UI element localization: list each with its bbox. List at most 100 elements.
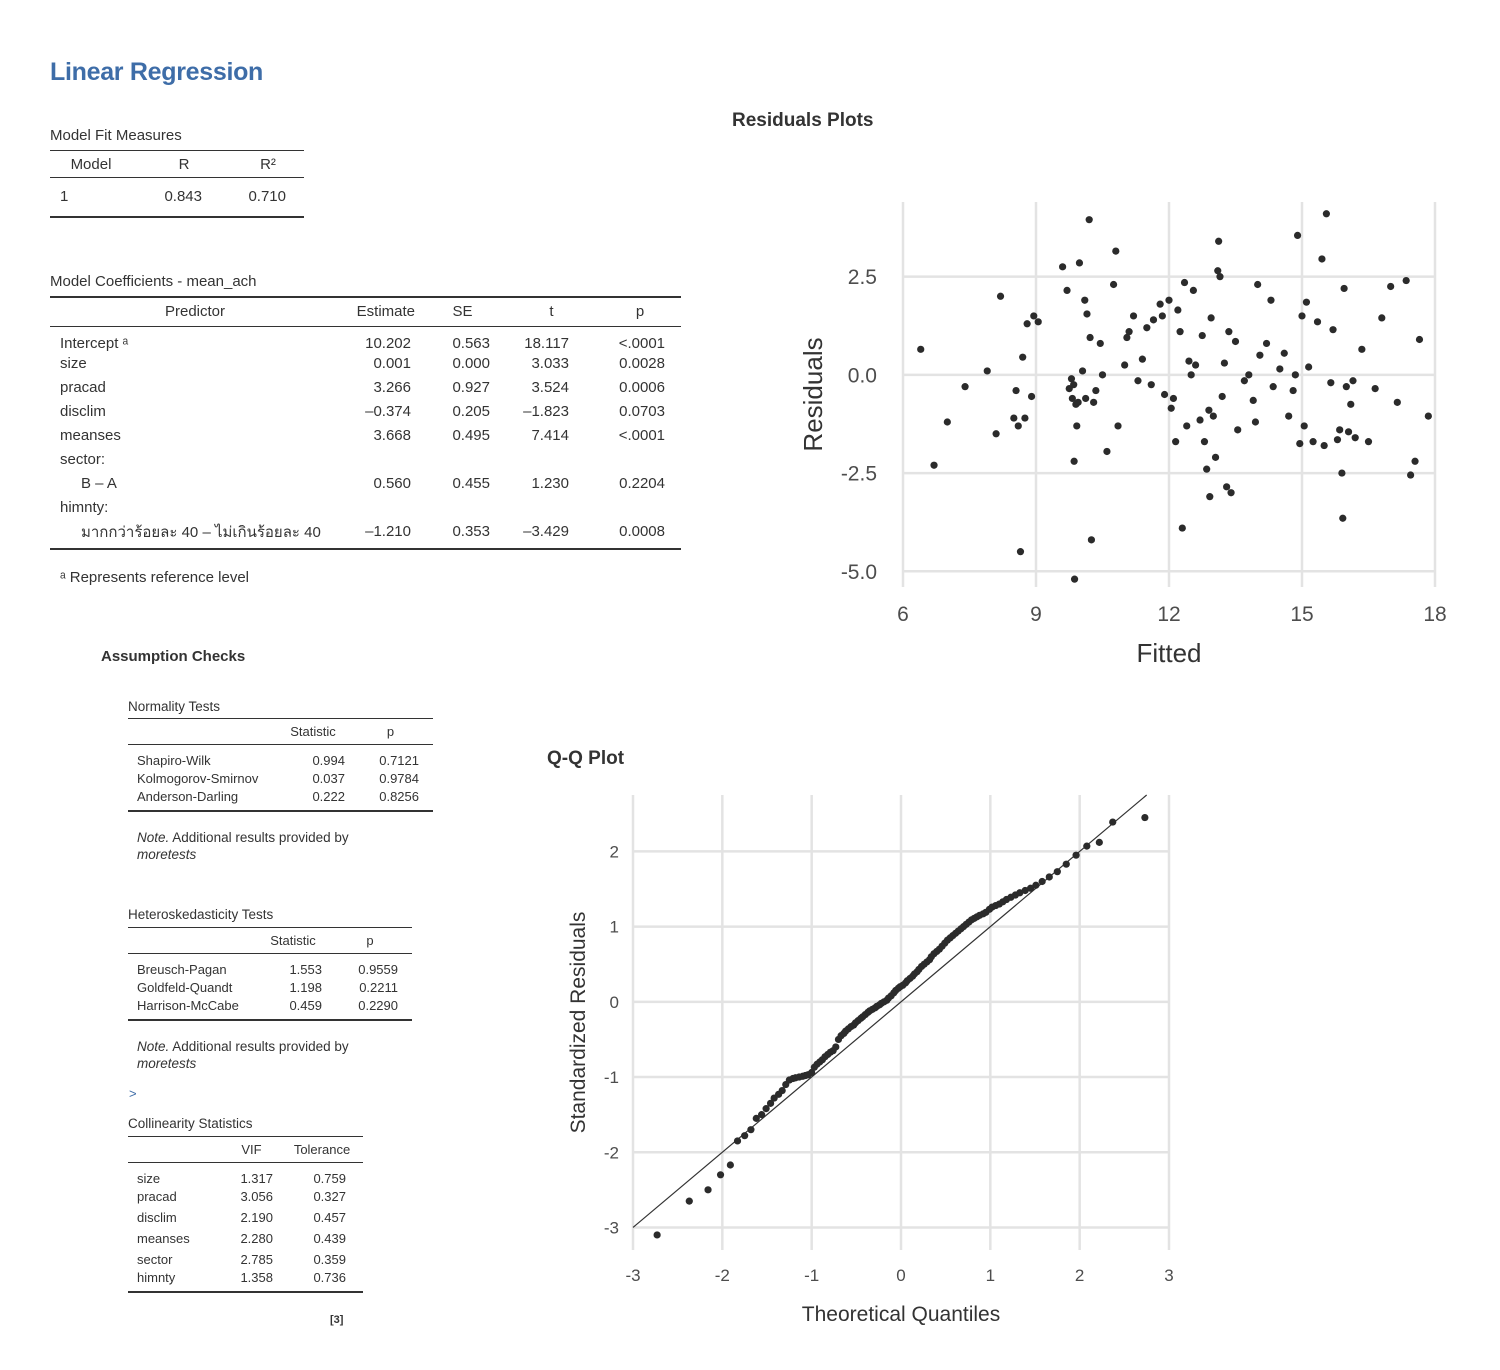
data-point bbox=[1205, 406, 1213, 414]
cell-variable: disclim bbox=[137, 1210, 177, 1225]
data-point bbox=[1010, 414, 1018, 422]
data-point bbox=[992, 430, 1000, 438]
data-point bbox=[1198, 331, 1206, 340]
data-point bbox=[1112, 247, 1120, 255]
x-axis-label: Fitted bbox=[1136, 638, 1201, 668]
cell-predictor: meanses bbox=[60, 427, 121, 444]
x-tick-label: 18 bbox=[1423, 603, 1446, 626]
table-row: pracad 3.266 0.927 3.524 0.0006 bbox=[50, 376, 681, 400]
cell-t: 3.524 bbox=[531, 379, 569, 396]
qq-plot-title: Q-Q Plot bbox=[547, 748, 625, 769]
data-point bbox=[1087, 536, 1096, 544]
cell-test: Kolmogorov-Smirnov bbox=[137, 771, 259, 786]
data-point bbox=[752, 1114, 760, 1122]
x-tick-label: -3 bbox=[625, 1266, 640, 1285]
data-point bbox=[704, 1186, 712, 1194]
data-point bbox=[766, 1099, 775, 1107]
x-tick-label: 9 bbox=[1030, 603, 1042, 626]
y-tick-label: -2.5 bbox=[841, 463, 877, 486]
table-row: meanses 2.280 0.439 bbox=[128, 1228, 363, 1249]
console-prompt-glyph[interactable]: > bbox=[129, 1086, 137, 1101]
data-point bbox=[1070, 457, 1078, 465]
cell-se: 0.205 bbox=[452, 403, 490, 420]
cell-vif: 2.190 bbox=[240, 1210, 273, 1225]
data-point bbox=[1172, 438, 1180, 446]
y-tick-label: -3 bbox=[604, 1219, 619, 1238]
table-row: Shapiro-Wilk 0.994 0.7121 bbox=[128, 745, 433, 768]
data-point bbox=[1045, 873, 1053, 881]
data-point bbox=[1371, 385, 1379, 393]
data-point bbox=[1216, 273, 1224, 281]
cell-statistic: 1.553 bbox=[289, 962, 322, 977]
column-header-model: Model bbox=[70, 155, 112, 173]
data-point bbox=[1302, 298, 1311, 306]
cell-se: 0.563 bbox=[452, 334, 490, 352]
data-point bbox=[1178, 524, 1186, 532]
residuals-scatter-plot: 6 9 12 15 18 -5.0 -2.5 0.0 2.5 Fitted Residuals bbox=[798, 202, 1447, 668]
normality-note: Note. Additional results provided by mor… bbox=[137, 829, 349, 863]
data-point bbox=[1070, 381, 1078, 389]
data-point bbox=[1402, 276, 1410, 285]
column-header-p: p bbox=[386, 724, 395, 739]
table-row: pracad 3.056 0.327 bbox=[128, 1186, 363, 1207]
data-point bbox=[1096, 339, 1104, 348]
data-point bbox=[1280, 349, 1288, 357]
table-row: sector 2.785 0.359 bbox=[128, 1249, 363, 1270]
cell-variable: meanses bbox=[137, 1231, 190, 1246]
cell-variable: himnty bbox=[137, 1270, 176, 1285]
cell-se: 0.353 bbox=[452, 523, 490, 540]
data-point bbox=[1358, 345, 1366, 353]
table-header-row: Predictor Estimate SE t p bbox=[50, 297, 681, 326]
data-point bbox=[1072, 851, 1080, 859]
data-point bbox=[1143, 324, 1151, 332]
data-point bbox=[1070, 575, 1079, 583]
data-point bbox=[1300, 422, 1308, 430]
cell-statistic: 0.222 bbox=[312, 789, 345, 804]
normality-caption: Normality Tests bbox=[128, 699, 221, 714]
data-point bbox=[1068, 394, 1076, 403]
data-point bbox=[1298, 312, 1306, 320]
cell-r: 0.843 bbox=[164, 188, 202, 206]
data-point bbox=[1062, 860, 1070, 868]
cell-predictor: pracad bbox=[60, 379, 106, 396]
data-point bbox=[1109, 280, 1118, 289]
data-point bbox=[726, 1161, 734, 1169]
data-point bbox=[1296, 440, 1304, 448]
data-point bbox=[1082, 394, 1090, 403]
data-point bbox=[1129, 312, 1138, 320]
data-point bbox=[1156, 300, 1164, 308]
x-tick-label: 12 bbox=[1157, 603, 1180, 626]
note-text: Additional results provided by bbox=[169, 830, 349, 845]
table-row: Kolmogorov-Smirnov 0.037 0.9784 bbox=[128, 768, 433, 789]
cell-test: Shapiro-Wilk bbox=[137, 753, 211, 768]
table-row: Anderson-Darling 0.222 0.8256 bbox=[128, 789, 433, 811]
data-point bbox=[1293, 231, 1302, 239]
table-row: B – A 0.560 0.455 1.230 0.2204 bbox=[50, 472, 681, 496]
y-axis-label: Standardized Residuals bbox=[567, 912, 590, 1134]
cell-predictor: himnty: bbox=[60, 499, 109, 516]
cell-test: Anderson-Darling bbox=[137, 789, 239, 804]
data-point bbox=[1339, 514, 1347, 522]
cell-t: 1.230 bbox=[531, 475, 569, 492]
cell-t: –3.429 bbox=[523, 523, 569, 540]
data-point bbox=[917, 345, 925, 353]
data-point bbox=[1415, 335, 1424, 344]
data-point bbox=[1349, 377, 1357, 385]
note-label: Note. bbox=[137, 1039, 170, 1054]
table-header-row: Model R R² bbox=[50, 150, 304, 178]
reference-level-footnote: ᵃ Represents reference level bbox=[60, 569, 250, 586]
data-point bbox=[1245, 371, 1253, 379]
data-point bbox=[1180, 278, 1189, 287]
data-point bbox=[1269, 383, 1277, 391]
data-point bbox=[1090, 398, 1098, 406]
data-point bbox=[1251, 418, 1260, 426]
column-header-blank bbox=[128, 928, 258, 954]
cell-se: 0.927 bbox=[452, 379, 490, 396]
cell-estimate: 3.668 bbox=[373, 427, 411, 444]
column-header-r: R bbox=[178, 155, 190, 173]
data-point bbox=[1174, 306, 1182, 314]
data-point bbox=[1103, 447, 1111, 456]
heteroskedasticity-caption: Heteroskedasticity Tests bbox=[128, 907, 274, 922]
cell-se bbox=[415, 448, 500, 472]
y-tick-label: 0 bbox=[610, 993, 619, 1012]
